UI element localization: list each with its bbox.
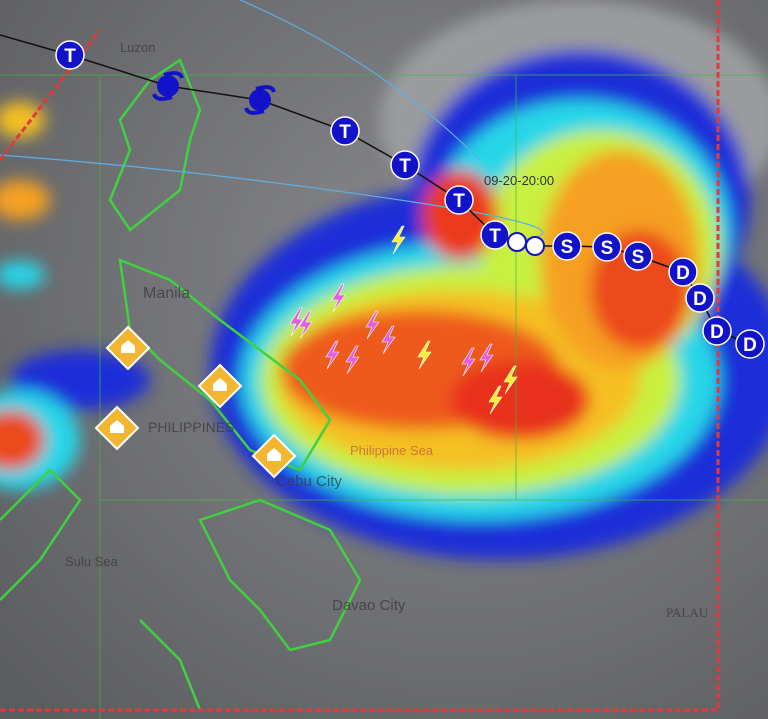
current-position-marker[interactable] [507, 232, 527, 252]
lightning-bolt-icon [391, 225, 406, 255]
track-marker-D[interactable]: D [735, 329, 765, 359]
svg-text:S: S [632, 247, 645, 268]
cloud-top-layer [0, 0, 768, 560]
flood-warning-diamond-icon[interactable] [251, 433, 297, 479]
label-philippines: PHILIPPINES [148, 419, 234, 435]
lightning-bolt-icon [325, 340, 340, 370]
label-cebu-city: Cebu City [276, 473, 342, 490]
svg-text:D: D [676, 263, 690, 284]
svg-text:D: D [710, 322, 724, 343]
label-sulu-sea: Sulu Sea [65, 554, 119, 569]
flood-warning-diamond-icon[interactable] [105, 325, 151, 371]
lightning-bolt-icon [461, 347, 476, 377]
coastlines [0, 58, 362, 711]
svg-text:T: T [399, 156, 411, 177]
track-marker-T[interactable]: T [444, 185, 474, 215]
lightning-icons [289, 225, 518, 415]
track-marker-S[interactable]: S [623, 241, 653, 271]
lightning-bolt-icon [417, 340, 432, 370]
svg-text:T: T [453, 191, 465, 212]
svg-text:T: T [489, 226, 501, 247]
track-marker-S[interactable]: S [552, 231, 582, 261]
svg-text:T: T [64, 46, 76, 67]
current-position-marker[interactable] [525, 236, 545, 256]
boundary-line [239, 0, 481, 161]
lightning-bolt-icon [479, 343, 494, 373]
track-marker-T[interactable]: T [390, 150, 420, 180]
label-luzon: Luzon [120, 40, 155, 55]
lightning-bolt-icon [503, 365, 518, 395]
svg-text:S: S [601, 238, 614, 259]
label-manila: Manila [143, 285, 190, 302]
lightning-bolt-icon [289, 307, 304, 337]
flood-warning-diamond-icon[interactable] [197, 363, 243, 409]
lightning-bolt-icon [488, 385, 503, 415]
typhoon-symbol-icon[interactable] [152, 71, 184, 101]
label-palau: PALAU [666, 605, 709, 620]
lightning-bolt-icon [345, 345, 360, 375]
track-marker-D[interactable]: D [668, 257, 698, 287]
track-marker-T[interactable]: T [480, 220, 510, 250]
grid-lines [0, 74, 768, 719]
svg-text:D: D [743, 335, 757, 356]
track-marker-T[interactable]: T [330, 116, 360, 146]
track-marker-S[interactable]: S [592, 232, 622, 262]
svg-text:D: D [693, 289, 707, 310]
lightning-bolt-icon [365, 310, 380, 340]
boundary-line [0, 154, 544, 241]
lightning-bolt-icon [331, 283, 346, 313]
label-philippine-sea: Philippine Sea [350, 443, 434, 458]
svg-text:T: T [339, 122, 351, 143]
typhoon-symbol-icon[interactable] [244, 85, 276, 115]
flood-warning-diamond-icon[interactable] [94, 405, 140, 451]
forecast-timestamp: 09-20-20:00 [484, 173, 554, 188]
track-marker-D[interactable]: D [702, 316, 732, 346]
svg-text:S: S [561, 237, 574, 258]
track-marker-D[interactable]: D [685, 283, 715, 313]
lightning-bolt-icon [381, 325, 396, 355]
label-davao-city: Davao City [332, 597, 406, 614]
track-marker-T[interactable]: T [55, 40, 85, 70]
lightning-bolt-icon [298, 310, 313, 340]
warning-icons [94, 325, 297, 479]
